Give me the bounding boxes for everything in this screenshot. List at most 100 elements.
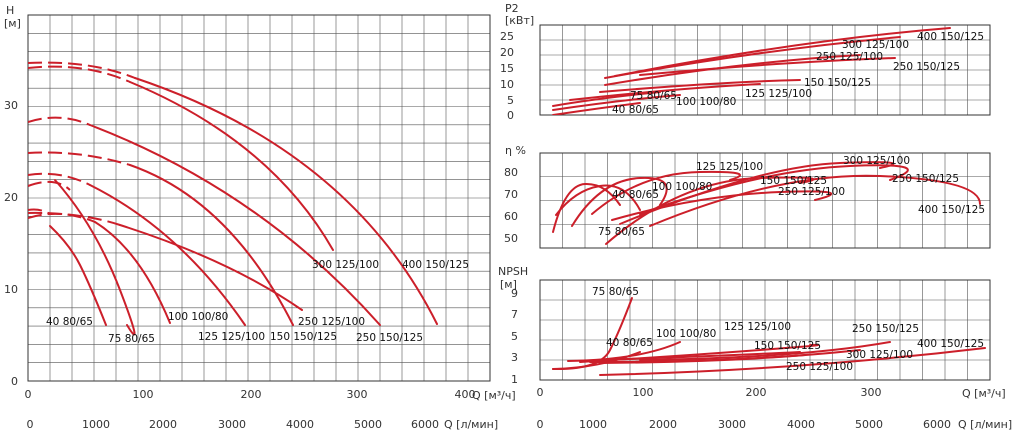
npsh-x-label-m3h: Q [м³/ч] <box>962 387 1006 400</box>
efficiency-curve-100-100-80 <box>571 176 668 227</box>
npsh-curve-label: 300 125/100 <box>846 349 913 361</box>
npsh-curves <box>552 297 986 376</box>
power-y-unit: [кВт] <box>505 14 534 27</box>
npsh-chart: NPSH [м] 1 3 5 7 9 0 100 200 300 Q [м³/ч… <box>498 265 1012 431</box>
power-y-tick: 20 <box>500 46 514 59</box>
npsh-curve-250-150-125 <box>639 341 891 361</box>
power-y-tick: 5 <box>507 94 514 107</box>
power-curve-label: 150 150/125 <box>804 77 871 89</box>
power-chart: P2 [кВт] 0 5 10 15 20 25 300 125/100 400… <box>500 2 991 122</box>
head-curve-dashed <box>28 211 121 226</box>
npsh-curve-label: 250 125/100 <box>786 361 853 373</box>
head-frame <box>27 14 491 382</box>
head-curve-label: 300 125/100 <box>312 259 379 271</box>
efficiency-curve-75-80-65 <box>555 184 641 216</box>
head-y-tick: 10 <box>4 283 18 296</box>
efficiency-y-tick: 70 <box>504 188 518 201</box>
npsh-x-tick-lmin: 6000 <box>923 418 951 431</box>
head-y-tick: 0 <box>11 375 18 388</box>
head-x-tick-m3h: 0 <box>25 388 32 401</box>
power-curve-125-125-100 <box>569 83 761 101</box>
efficiency-curve-label: 75 80/65 <box>598 226 645 238</box>
npsh-curve-400-150-125 <box>599 347 986 376</box>
npsh-x-tick-m3h: 200 <box>746 386 767 399</box>
power-y-tick: 0 <box>507 109 514 122</box>
power-y-tick: 15 <box>500 62 514 75</box>
power-curve-150-150-125 <box>599 79 801 93</box>
head-curve-dashed <box>28 116 91 126</box>
head-curve-dashed <box>28 151 131 166</box>
head-curve-label: 250 125/100 <box>298 316 365 328</box>
efficiency-y-label: η % <box>505 144 526 157</box>
power-y-tick: 25 <box>500 30 514 43</box>
head-x-tick-m3h: 200 <box>241 388 262 401</box>
head-grid <box>28 15 490 381</box>
power-curve-label: 100 100/80 <box>676 96 736 108</box>
power-curve-label: 250 150/125 <box>893 61 960 73</box>
head-curves <box>28 61 438 336</box>
npsh-y-tick: 5 <box>511 330 518 343</box>
npsh-x-tick-lmin: 3000 <box>718 418 746 431</box>
head-x-label-m3h: Q [м³/ч] <box>472 389 516 402</box>
head-x-tick-lmin: 1000 <box>82 418 110 431</box>
power-curve-label: 40 80/65 <box>612 104 659 116</box>
head-curve-150-150-125 <box>129 164 294 326</box>
npsh-y-tick: 7 <box>511 308 518 321</box>
head-curve-dashed <box>28 172 91 186</box>
efficiency-chart: η % 50 60 70 80 300 125/100 125 125/100 … <box>504 144 991 249</box>
head-x-tick-m3h: 100 <box>133 388 154 401</box>
head-curve-75-80-65 <box>54 179 136 336</box>
npsh-x-tick-lmin: 5000 <box>855 418 883 431</box>
head-curve-label: 250 150/125 <box>356 332 423 344</box>
head-x-tick-lmin: 5000 <box>354 418 382 431</box>
efficiency-curve-label: 150 150/125 <box>760 175 827 187</box>
efficiency-y-tick: 50 <box>504 232 518 245</box>
head-y-tick: 20 <box>4 191 18 204</box>
npsh-x-tick-lmin: 4000 <box>787 418 815 431</box>
power-curves <box>552 27 951 115</box>
power-curve-400-150-125 <box>614 27 951 77</box>
head-curve-40-80-65 <box>49 225 107 326</box>
npsh-x-tick-m3h: 100 <box>633 386 654 399</box>
power-curve-label: 125 125/100 <box>745 88 812 100</box>
npsh-x-tick-m3h: 300 <box>861 386 882 399</box>
npsh-x-tick-lmin: 2000 <box>649 418 677 431</box>
npsh-y-tick: 9 <box>511 287 518 300</box>
efficiency-curves <box>552 161 981 245</box>
head-curve-label: 100 100/80 <box>168 311 228 323</box>
npsh-curve-75-80-65 <box>552 297 633 371</box>
head-curve-125-125-100 <box>89 184 246 326</box>
power-y-tick: 10 <box>500 78 514 91</box>
head-curve-250-150-125 <box>89 124 381 326</box>
npsh-x-tick-lmin: 1000 <box>579 418 607 431</box>
power-curve-40-80-65 <box>552 102 641 115</box>
power-curve-label: 300 125/100 <box>842 39 909 51</box>
power-curve-label: 250 125/100 <box>816 51 883 63</box>
efficiency-curve-300-125-100 <box>619 161 895 225</box>
head-curve-label: 40 80/65 <box>46 316 93 328</box>
power-curve-100-100-80 <box>552 94 681 111</box>
head-x-label-lmin: Q [л/мин] <box>444 418 498 431</box>
npsh-x-label-lmin: Q [л/мин] <box>958 418 1012 431</box>
npsh-frame <box>539 279 991 381</box>
head-curve-label: 125 125/100 <box>198 331 265 343</box>
power-frame <box>539 24 991 116</box>
head-curve-400-150-125 <box>134 77 438 325</box>
head-x-tick-lmin: 3000 <box>218 418 246 431</box>
head-y-unit: [м] <box>4 17 21 30</box>
power-curve-250-150-125 <box>639 57 896 76</box>
head-curve-250-125-100 <box>119 224 303 311</box>
npsh-curve-300-125-100 <box>589 349 861 363</box>
head-y-label: H <box>6 4 14 17</box>
efficiency-curve-400-150-125 <box>649 174 981 227</box>
head-y-tick: 30 <box>4 99 18 112</box>
power-y-label: P2 <box>505 2 519 15</box>
efficiency-curve-label: 250 150/125 <box>892 173 959 185</box>
npsh-y-label: NPSH <box>498 265 528 278</box>
head-x-tick-m3h: 300 <box>347 388 368 401</box>
power-curve-label: 400 150/125 <box>917 31 984 43</box>
npsh-curve-100-100-80 <box>567 341 681 362</box>
npsh-curve-label: 125 125/100 <box>724 321 791 333</box>
efficiency-curve-label: 125 125/100 <box>696 161 763 173</box>
